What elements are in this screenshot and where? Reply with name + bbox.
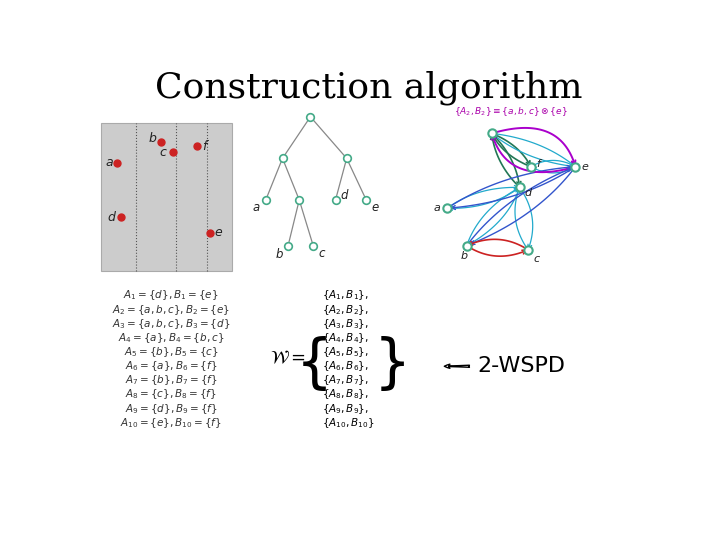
Text: $d$: $d$ [340,188,349,202]
Text: $A_8 = \{c\}, B_8 = \{f\}$: $A_8 = \{c\}, B_8 = \{f\}$ [125,388,217,401]
Text: $\{A_{10}, B_{10}\}$: $\{A_{10}, B_{10}\}$ [322,416,374,430]
Text: $\{A_8, B_8\},$: $\{A_8, B_8\},$ [322,388,369,401]
Text: $\mathcal{W} =$: $\mathcal{W} =$ [270,349,306,367]
Text: $f$: $f$ [202,139,210,153]
Text: $c$: $c$ [533,254,541,264]
Text: $\}$: $\}$ [372,334,405,393]
Text: $e$: $e$ [215,226,223,239]
Text: $d$: $d$ [524,186,533,199]
Text: $a$: $a$ [104,156,113,169]
Text: Construction algorithm: Construction algorithm [156,70,582,105]
Text: $\{A_5, B_5\},$: $\{A_5, B_5\},$ [322,345,369,359]
Text: 2-WSPD: 2-WSPD [478,356,566,376]
Text: $a$: $a$ [251,201,260,214]
Text: $A_2 = \{a,b,c\}, B_2 = \{e\}$: $A_2 = \{a,b,c\}, B_2 = \{e\}$ [112,303,230,316]
Text: $d$: $d$ [107,210,117,224]
Text: $\{$: $\{$ [294,334,326,393]
Text: $\{A_2,B_2\}\equiv\{a,b,c\}\otimes\{e\}$: $\{A_2,B_2\}\equiv\{a,b,c\}\otimes\{e\}$ [454,105,568,118]
Text: $A_7 = \{b\}, B_7 = \{f\}$: $A_7 = \{b\}, B_7 = \{f\}$ [125,374,217,387]
Text: $b$: $b$ [148,131,157,145]
Text: $b$: $b$ [459,249,468,261]
Text: $A_9 = \{d\}, B_9 = \{f\}$: $A_9 = \{d\}, B_9 = \{f\}$ [125,402,217,416]
Text: $A_{10} = \{e\}, B_{10} = \{f\}$: $A_{10} = \{e\}, B_{10} = \{f\}$ [120,416,222,430]
Text: $f$: $f$ [536,157,544,168]
Text: $A_3 = \{a,b,c\}, B_3 = \{d\}$: $A_3 = \{a,b,c\}, B_3 = \{d\}$ [112,317,230,330]
Text: $\{A_2, B_2\},$: $\{A_2, B_2\},$ [322,303,369,316]
Text: $A_4 = \{a\}, B_4 = \{b,c\}$: $A_4 = \{a\}, B_4 = \{b,c\}$ [117,331,224,345]
Text: $\{A_9, B_9\},$: $\{A_9, B_9\},$ [322,402,369,416]
Text: $b$: $b$ [275,247,284,261]
Text: $\{A_3, B_3\},$: $\{A_3, B_3\},$ [322,317,369,330]
Text: $e$: $e$ [581,161,590,172]
Text: $A_1 = \{d\}, B_1 = \{e\}$: $A_1 = \{d\}, B_1 = \{e\}$ [123,289,219,302]
Text: $\{A_7, B_7\},$: $\{A_7, B_7\},$ [322,374,369,387]
Text: $\{A_6, B_6\},$: $\{A_6, B_6\},$ [322,359,369,373]
Text: $e$: $e$ [371,201,379,214]
Text: $c$: $c$ [318,247,326,260]
Text: $A_6 = \{a\}, B_6 = \{f\}$: $A_6 = \{a\}, B_6 = \{f\}$ [125,359,217,373]
Text: $A_5 = \{b\}, B_5 = \{c\}$: $A_5 = \{b\}, B_5 = \{c\}$ [124,345,218,359]
FancyBboxPatch shape [101,123,233,271]
Text: $c$: $c$ [159,146,168,159]
Text: $\{A_1, B_1\},$: $\{A_1, B_1\},$ [322,289,369,302]
Text: $a$: $a$ [433,203,441,213]
Text: $\{A_4, B_4\},$: $\{A_4, B_4\},$ [322,331,369,345]
